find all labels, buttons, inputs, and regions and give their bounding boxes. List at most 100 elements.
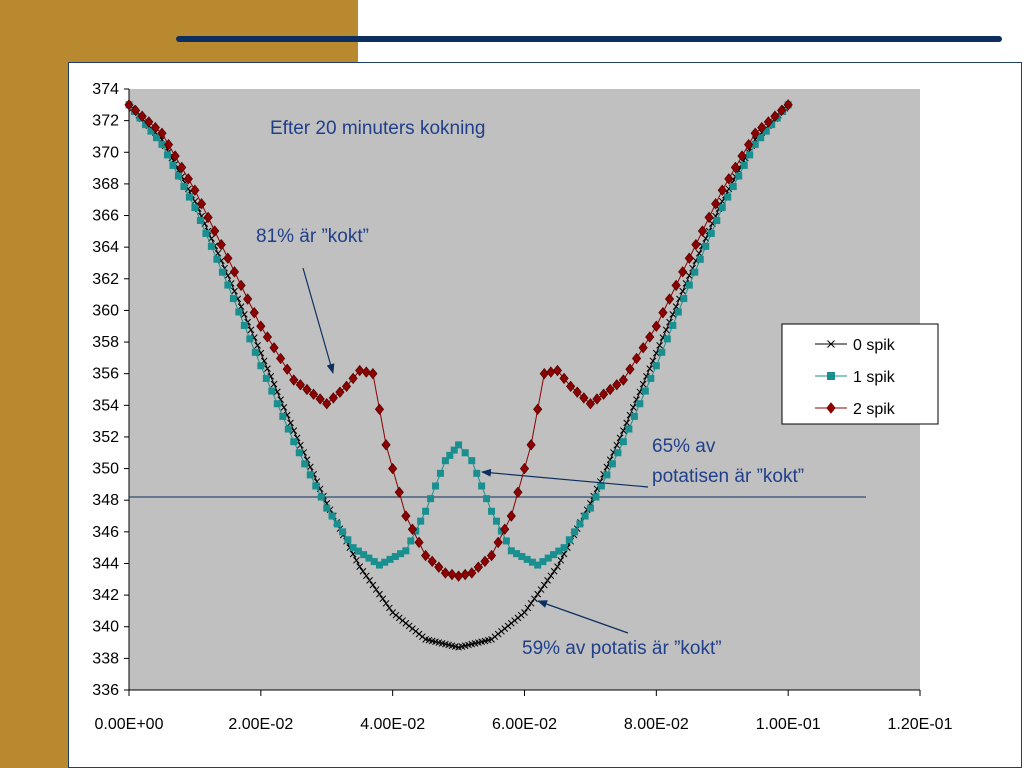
data-point [407, 523, 418, 535]
data-point [711, 198, 721, 210]
data-point [592, 393, 602, 405]
data-point [223, 252, 233, 264]
data-point [550, 567, 558, 575]
data-point [480, 555, 490, 568]
data-point [365, 554, 373, 562]
data-point [629, 404, 637, 411]
data-point [317, 493, 325, 501]
data-point [243, 293, 253, 305]
data-point [724, 173, 734, 185]
data-point [652, 362, 660, 370]
data-point [147, 127, 155, 135]
data-point [446, 451, 454, 459]
data-point [262, 331, 273, 343]
data-point [450, 446, 458, 454]
data-point [441, 457, 449, 465]
data-point [581, 512, 589, 520]
x-tick-label: 6.00E-02 [492, 716, 557, 733]
data-point [240, 321, 248, 329]
data-point [751, 140, 759, 148]
legend-item-0: 0 spik [815, 337, 896, 354]
data-point [678, 266, 688, 278]
data-point [190, 184, 200, 196]
data-point [478, 482, 486, 490]
data-point [763, 116, 773, 128]
data-point [402, 547, 410, 555]
data-point [282, 363, 292, 375]
data-point [576, 520, 584, 528]
y-tick-label: 356 [92, 366, 119, 383]
data-point [218, 268, 226, 276]
data-point [372, 586, 380, 593]
annotation-title: Efter 20 minuters kokning [270, 118, 485, 139]
data-point [605, 383, 615, 396]
data-point [528, 558, 536, 566]
y-tick-label: 342 [92, 587, 119, 604]
y-tick-label: 336 [92, 682, 119, 699]
data-point [768, 121, 776, 129]
data-point [369, 581, 377, 589]
data-point [552, 364, 563, 377]
data-point [500, 523, 510, 535]
data-point [533, 403, 543, 415]
data-point [559, 372, 569, 385]
data-point [185, 193, 193, 201]
data-point [196, 198, 207, 210]
y-tick-label: 346 [92, 524, 119, 541]
data-point [704, 211, 714, 224]
data-point [473, 469, 481, 477]
data-point [557, 556, 565, 564]
annotation-59: 59% av potatis är ”kokt” [522, 638, 722, 659]
data-point [571, 528, 579, 536]
data-point [251, 348, 259, 356]
data-point [603, 471, 611, 479]
data-point [554, 563, 561, 570]
data-point [540, 581, 548, 589]
data-point [436, 469, 444, 477]
data-point [247, 326, 255, 334]
data-point [256, 320, 266, 332]
data-point [614, 449, 622, 457]
data-point [150, 121, 160, 134]
data-point [328, 512, 336, 520]
data-point [262, 374, 270, 382]
data-point [322, 398, 332, 410]
data-point [671, 279, 681, 292]
data-point [691, 268, 699, 276]
data-point [360, 551, 368, 559]
data-point [183, 173, 193, 185]
data-point [315, 393, 325, 405]
data-point [669, 321, 677, 329]
data-point [434, 561, 444, 573]
data-point [213, 255, 221, 263]
data-point [638, 342, 648, 354]
data-point [623, 419, 631, 427]
data-point [735, 172, 743, 180]
data-point [537, 586, 545, 593]
arrow-81 [302, 267, 335, 374]
data-point [664, 293, 675, 305]
data-point [229, 295, 237, 303]
y-tick-label: 364 [92, 239, 119, 256]
data-point [467, 567, 477, 579]
data-point [658, 306, 668, 319]
data-point [254, 342, 261, 349]
data-point [170, 150, 180, 162]
data-point [381, 558, 389, 566]
data-point [646, 365, 654, 372]
decorative-gold-bar [0, 0, 358, 62]
y-tick-label: 374 [92, 81, 119, 98]
data-point [746, 151, 754, 159]
data-point [246, 335, 254, 343]
data-point [323, 504, 331, 512]
data-point [770, 110, 780, 122]
data-point [560, 544, 568, 552]
data-point [550, 551, 558, 559]
data-point [269, 342, 279, 354]
data-point [280, 404, 288, 411]
data-point [488, 507, 496, 515]
data-point [565, 536, 573, 544]
data-point [599, 388, 609, 400]
data-point [374, 403, 385, 415]
